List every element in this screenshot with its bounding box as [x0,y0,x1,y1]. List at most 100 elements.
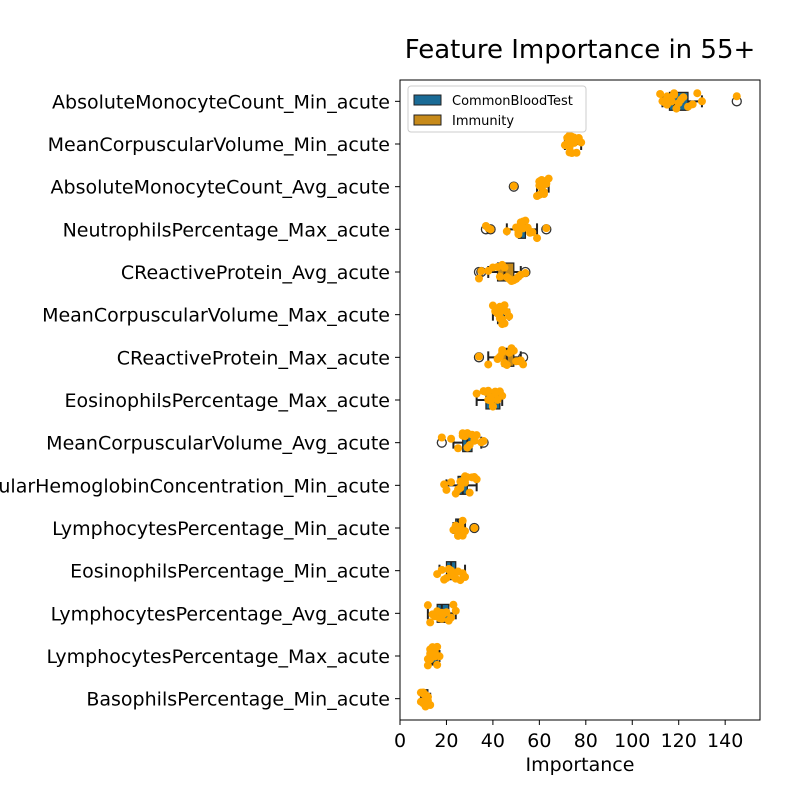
data-point [509,182,518,191]
data-point [472,475,481,484]
data-point [474,352,483,361]
data-point [463,443,472,452]
box-group [436,429,489,453]
plot-area [416,89,742,711]
data-point [498,348,507,357]
data-point [528,228,537,237]
data-point [472,389,481,398]
data-point [521,269,530,278]
data-point [542,224,551,233]
data-point [519,360,528,369]
box-group [423,642,444,670]
category-label: EosinophilsPercentage_Max_acute [65,390,390,412]
data-point [679,93,688,102]
category-label: MeanCorpuscularVolume_Min_acute [48,134,390,156]
data-point [456,484,465,493]
category-label: AbsoluteMonocyteCount_Min_acute [52,91,390,113]
data-point [509,346,518,355]
data-point [437,608,446,617]
data-point [479,437,488,446]
data-point [570,133,579,142]
data-point [454,444,463,453]
data-point [451,606,460,615]
data-point [454,531,463,540]
data-point [484,360,493,369]
legend-swatch [413,94,442,106]
data-point [458,429,467,438]
plot-frame [399,79,761,721]
x-tick-label: 0 [394,730,406,752]
data-point [663,100,672,109]
data-point [732,92,741,101]
data-point [502,227,511,236]
category-label: AbsoluteMonocyteCount_Avg_acute [51,177,390,199]
data-point [491,387,500,396]
category-label: MeanCorpuscularHemoglobinConcentration_M… [0,475,390,497]
data-point [500,263,509,272]
data-point [500,359,509,368]
data-point [423,601,432,610]
category-label: MeanCorpuscularVolume_Avg_acute [46,433,390,455]
data-point [498,391,507,400]
category-label: CReactiveProtein_Avg_acute [121,262,390,284]
data-point [693,89,702,98]
box-group [472,386,507,411]
data-point [470,523,479,532]
legend-label: CommonBloodTest [452,94,573,109]
box-group [449,516,480,540]
data-point [426,649,435,658]
x-tick-label: 80 [574,730,598,752]
data-point [540,190,548,199]
data-point [456,477,465,486]
x-tick-label: 100 [614,730,650,752]
data-point [477,267,486,276]
legend-frame [407,85,587,133]
data-point [544,174,553,183]
data-point [428,643,437,652]
data-point [447,478,456,487]
data-point [495,272,504,281]
x-tick-label: 60 [527,730,551,752]
data-point [474,274,483,283]
data-point [688,100,697,109]
data-point [535,177,544,186]
data-point [461,527,470,536]
data-point [572,148,581,157]
data-point [433,660,442,669]
data-point [437,433,446,442]
x-axis-title: Importance [526,754,635,776]
x-tick-label: 20 [434,730,458,752]
box-group [488,301,514,329]
data-point [521,216,530,225]
data-point [442,485,451,494]
data-point [458,516,467,525]
data-point [697,97,706,106]
box-group [656,89,742,113]
data-point [493,309,502,318]
x-tick-label: 40 [481,730,505,752]
data-point [495,302,504,311]
chart-title: Feature Importance in 55+ [405,35,756,65]
category-label: EosinophilsPercentage_Min_acute [70,561,390,583]
category-label: LymphocytesPercentage_Max_acute [47,646,390,668]
data-point [447,613,456,622]
category-label: LymphocytesPercentage_Min_acute [52,518,390,540]
data-point [484,386,493,395]
box-group [508,174,553,200]
data-point [505,312,514,321]
x-tick-label: 120 [661,730,697,752]
data-point [670,90,679,99]
data-point [426,701,435,710]
box-group [560,131,586,158]
category-label: MeanCorpuscularVolume_Max_acute [42,305,390,327]
data-point [435,652,444,661]
data-point [461,572,470,581]
x-tick-label: 140 [707,730,743,752]
category-label: BasophilsPercentage_Min_acute [86,689,390,711]
legend-label: Immunity [452,114,514,129]
data-point [444,565,453,574]
legend: CommonBloodTest Immunity [407,85,587,133]
data-point [423,661,432,670]
data-point [437,565,446,574]
box-group [440,472,481,498]
